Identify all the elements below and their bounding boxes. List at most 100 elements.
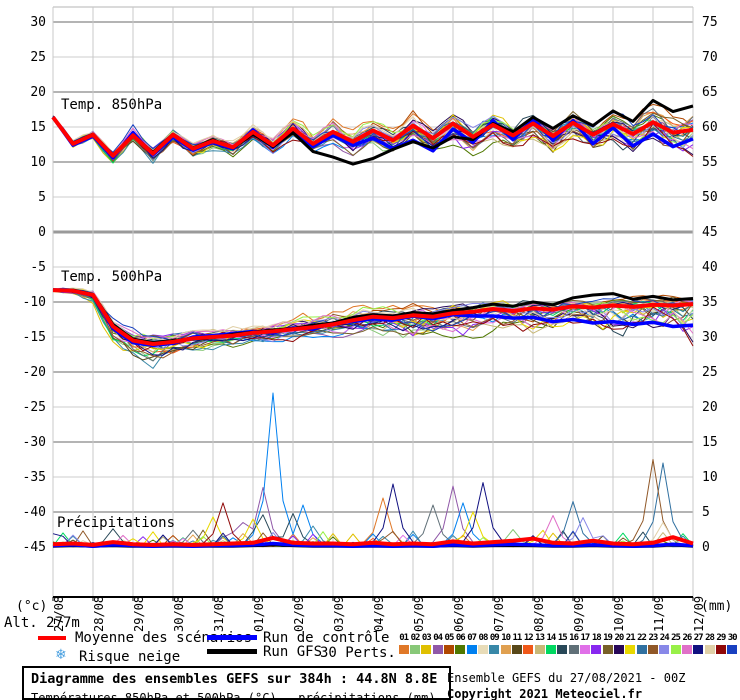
axes-labels: 27/08 28/08 29/08 30/08 31/08 01/09 02/09 03/09… [23, 15, 718, 632]
pert-cell: 15 [557, 632, 568, 654]
pert-swatch [534, 645, 545, 654]
perts-legend-label: 30 Perts. [320, 645, 396, 661]
ensemble-chart: 27/08 28/08 29/08 30/08 31/08 01/09 02/09 03/09… [23, 6, 718, 632]
y-right-tick: 60 [702, 120, 718, 135]
pert-number: 22 [637, 633, 647, 643]
y-right-tick: 75 [702, 15, 718, 30]
pert-cell: 10 [500, 632, 511, 654]
pert-number: 27 [693, 633, 704, 643]
x-tick-label: 10/09 [612, 596, 626, 632]
pert-swatch [489, 645, 500, 654]
left-axis-unit: (°c) [16, 599, 48, 614]
pert-swatch [613, 645, 624, 654]
x-tick-label: 27/08 [52, 596, 66, 632]
pert-swatch [409, 645, 420, 654]
grid [52, 6, 694, 601]
y-right-tick: 10 [702, 470, 718, 485]
member-t500 [53, 287, 694, 341]
altitude-label: Alt. 277m [4, 615, 80, 631]
pert-cell: 22 [636, 632, 647, 654]
pert-number: 08 [478, 633, 489, 643]
x-tick-label: 11/09 [652, 596, 666, 632]
pert-swatch [568, 645, 579, 654]
pert-cell: 01 [398, 632, 409, 654]
pert-swatch [579, 645, 590, 654]
pert-cell: 30 [727, 632, 738, 654]
pert-number: 21 [625, 633, 636, 643]
pert-number: 19 [603, 633, 613, 643]
pert-swatch [602, 645, 613, 654]
pert-swatch [557, 645, 568, 654]
pert-cell: 24 [659, 632, 670, 654]
copyright: Copyright 2021 Meteociel.fr [447, 687, 643, 700]
y-right-tick: 55 [702, 155, 718, 170]
x-tick-label: 09/09 [572, 596, 586, 632]
pert-cell: 05 [443, 632, 454, 654]
pert-swatch [636, 645, 647, 654]
x-tick-label: 06/09 [452, 596, 466, 632]
pert-swatch [670, 645, 681, 654]
y-left-tick: 10 [30, 155, 46, 170]
pert-cell: 09 [489, 632, 500, 654]
y-right-tick: 25 [702, 365, 718, 380]
pert-number: 30 [727, 633, 738, 643]
pert-number: 18 [591, 633, 602, 643]
pert-swatch [693, 645, 704, 654]
member-t850 [52, 112, 694, 153]
pert-swatch [443, 645, 454, 654]
y-right-tick: 30 [702, 330, 718, 345]
pert-swatch [466, 645, 477, 654]
pert-cell: 27 [693, 632, 704, 654]
pert-swatch [591, 645, 602, 654]
mean-t850 [51, 115, 694, 158]
y-left-tick: 25 [30, 50, 46, 65]
pert-cell: 11 [511, 632, 522, 654]
x-tick-label: 12/09 [692, 596, 706, 632]
y-right-tick: 20 [702, 400, 718, 415]
mean-precip [52, 535, 694, 547]
pert-number: 17 [580, 633, 590, 643]
pert-number: 20 [614, 633, 624, 643]
pert-swatch [477, 645, 488, 654]
pert-cell: 28 [704, 632, 715, 654]
pert-swatch [455, 645, 466, 654]
y-left-tick: 20 [30, 85, 46, 100]
run-info: Ensemble GEFS du 27/08/2021 - 00Z [447, 671, 686, 685]
pert-number: 15 [557, 633, 568, 643]
pert-number: 09 [489, 633, 500, 643]
pert-swatch [659, 645, 670, 654]
pert-cell: 29 [715, 632, 726, 654]
pert-cell: 16 [568, 632, 579, 654]
y-left-tick: 30 [30, 15, 46, 30]
gfs-line-swatch [207, 649, 257, 654]
pert-swatch [421, 645, 432, 654]
y-left-tick: -20 [23, 365, 46, 380]
right-axis-unit: (mm) [701, 599, 733, 614]
control-line-swatch [207, 635, 257, 640]
series [51, 98, 694, 549]
x-tick-label: 01/09 [252, 596, 266, 632]
pert-swatch [647, 645, 658, 654]
y-left-tick: 15 [30, 120, 46, 135]
pert-number: 05 [444, 633, 455, 643]
pert-number: 10 [501, 633, 511, 643]
panel-label-precip: Précipitations [57, 515, 176, 531]
pert-number: 14 [546, 633, 557, 643]
pert-number: 06 [455, 633, 466, 643]
pert-swatch [727, 645, 738, 654]
pert-cell: 25 [670, 632, 681, 654]
pert-number: 16 [569, 633, 579, 643]
pert-number: 07 [467, 633, 477, 643]
pert-cell: 26 [681, 632, 692, 654]
pert-swatch [545, 645, 556, 654]
y-right-tick: 70 [702, 50, 718, 65]
pert-cell: 20 [613, 632, 624, 654]
pert-cell: 03 [421, 632, 432, 654]
pert-swatch [432, 645, 443, 654]
y-left-tick: -35 [23, 470, 46, 485]
y-left-tick: -30 [23, 435, 46, 450]
pert-number: 29 [716, 633, 726, 643]
y-right-tick: 50 [702, 190, 718, 205]
mean-line-swatch [38, 636, 66, 640]
pert-number: 26 [682, 633, 692, 643]
